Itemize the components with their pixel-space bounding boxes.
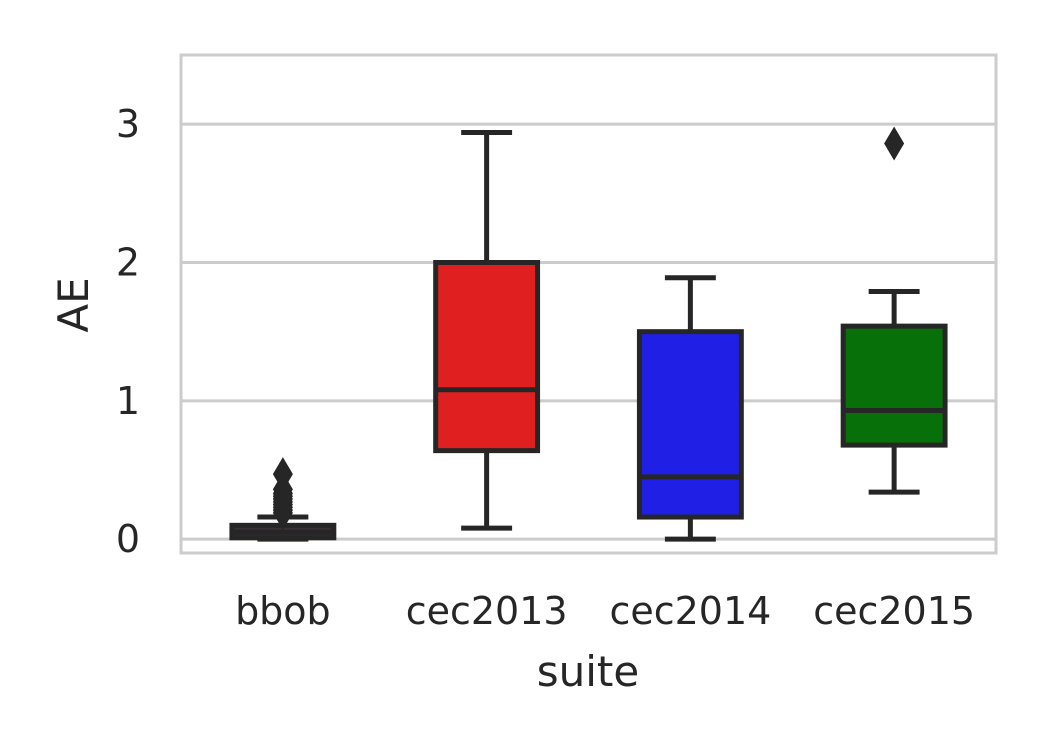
x-axis-label: suite	[537, 647, 639, 696]
box-group-bbob	[229, 457, 337, 542]
box	[636, 329, 744, 520]
box-marks	[229, 126, 948, 542]
x-tick-label: bbob	[235, 589, 331, 633]
y-tick-label: 0	[116, 517, 140, 561]
y-tick-label: 2	[116, 241, 140, 285]
box-group-cec2013	[433, 129, 541, 531]
box	[840, 323, 948, 448]
box-group-cec2014	[636, 275, 744, 542]
outlier-point	[272, 457, 293, 492]
x-tick-label: cec2013	[406, 589, 568, 633]
outlier-point	[884, 126, 905, 161]
y-tick-label: 3	[116, 102, 140, 146]
y-tick-label: 1	[116, 379, 140, 423]
x-tick-label: cec2015	[813, 589, 975, 633]
y-tick-labels: 0 1 2 3	[116, 102, 140, 561]
x-tick-label: cec2014	[609, 589, 771, 633]
plot-frame	[179, 53, 998, 555]
y-axis-label: AE	[49, 277, 98, 332]
x-tick-labels: bbob cec2013 cec2014 cec2015	[235, 589, 975, 633]
box	[433, 260, 541, 454]
box-group-cec2015	[840, 126, 948, 495]
